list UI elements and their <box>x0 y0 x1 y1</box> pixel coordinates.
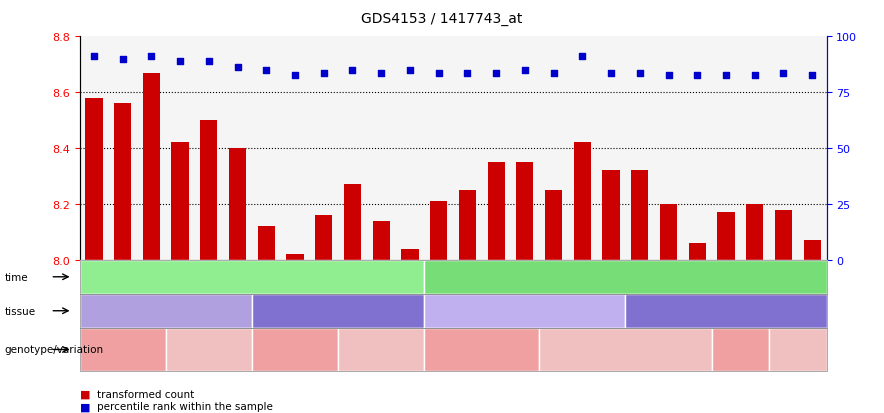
Text: genotype/variation: genotype/variation <box>4 344 103 355</box>
Text: 6 month: 6 month <box>227 271 277 284</box>
Point <box>690 73 705 80</box>
Point <box>87 53 101 60</box>
Bar <box>114 104 132 260</box>
Text: tissue: tissue <box>4 306 35 316</box>
Bar <box>631 171 649 260</box>
Bar <box>229 149 247 260</box>
Bar <box>660 204 677 260</box>
Bar <box>516 163 534 260</box>
Point <box>202 59 216 66</box>
Bar <box>459 190 476 260</box>
Text: ■: ■ <box>80 401 90 411</box>
Text: SNCA knock out: SNCA knock out <box>259 345 332 354</box>
Bar <box>545 190 562 260</box>
Point <box>144 53 158 60</box>
Bar <box>286 255 304 260</box>
Bar <box>488 163 505 260</box>
Point <box>173 59 187 66</box>
Bar <box>401 249 419 260</box>
Point <box>661 73 675 80</box>
Point <box>776 70 790 77</box>
Point <box>116 56 130 63</box>
Bar <box>171 143 189 260</box>
Bar <box>316 216 332 260</box>
Bar <box>143 74 160 260</box>
Bar <box>718 213 735 260</box>
Text: wild type
littermate: wild type littermate <box>775 340 820 359</box>
Point <box>748 73 762 80</box>
Point <box>316 70 331 77</box>
Point <box>346 67 360 74</box>
Point <box>719 73 733 80</box>
Text: percentile rank within the sample: percentile rank within the sample <box>97 401 273 411</box>
Text: SNCA knock out: SNCA knock out <box>705 345 776 354</box>
Point <box>546 70 560 77</box>
Text: cerebellum: cerebellum <box>133 304 199 318</box>
Point <box>288 73 302 80</box>
Text: wild type littermate: wild type littermate <box>581 345 670 354</box>
Point <box>403 67 417 74</box>
Bar <box>574 143 591 260</box>
Text: 21 month: 21 month <box>597 271 654 284</box>
Bar <box>774 210 792 260</box>
Bar <box>746 204 764 260</box>
Text: transformed count: transformed count <box>97 389 194 399</box>
Text: wild type
littermate: wild type littermate <box>187 340 232 359</box>
Bar <box>431 202 447 260</box>
Bar <box>201 121 217 260</box>
Text: striatum: striatum <box>313 304 363 318</box>
Bar <box>86 99 103 260</box>
Point <box>575 53 590 60</box>
Bar <box>804 241 821 260</box>
Text: wild type
littermate: wild type littermate <box>359 340 404 359</box>
Bar <box>344 185 362 260</box>
Bar <box>373 221 390 260</box>
Point <box>518 67 532 74</box>
Text: ■: ■ <box>80 389 90 399</box>
Text: striatum: striatum <box>701 304 751 318</box>
Point <box>431 70 446 77</box>
Text: time: time <box>4 272 28 282</box>
Point <box>633 70 647 77</box>
Bar <box>258 227 275 260</box>
Text: SNCA knock out: SNCA knock out <box>446 345 518 354</box>
Text: cerebellum: cerebellum <box>492 304 558 318</box>
Text: GDS4153 / 1417743_at: GDS4153 / 1417743_at <box>362 12 522 26</box>
Bar <box>603 171 620 260</box>
Bar <box>689 244 706 260</box>
Point <box>489 70 503 77</box>
Point <box>604 70 618 77</box>
Point <box>374 70 388 77</box>
Text: SNCA knock out: SNCA knock out <box>87 345 159 354</box>
Point <box>231 64 245 71</box>
Point <box>461 70 475 77</box>
Point <box>805 73 819 80</box>
Point <box>259 67 273 74</box>
